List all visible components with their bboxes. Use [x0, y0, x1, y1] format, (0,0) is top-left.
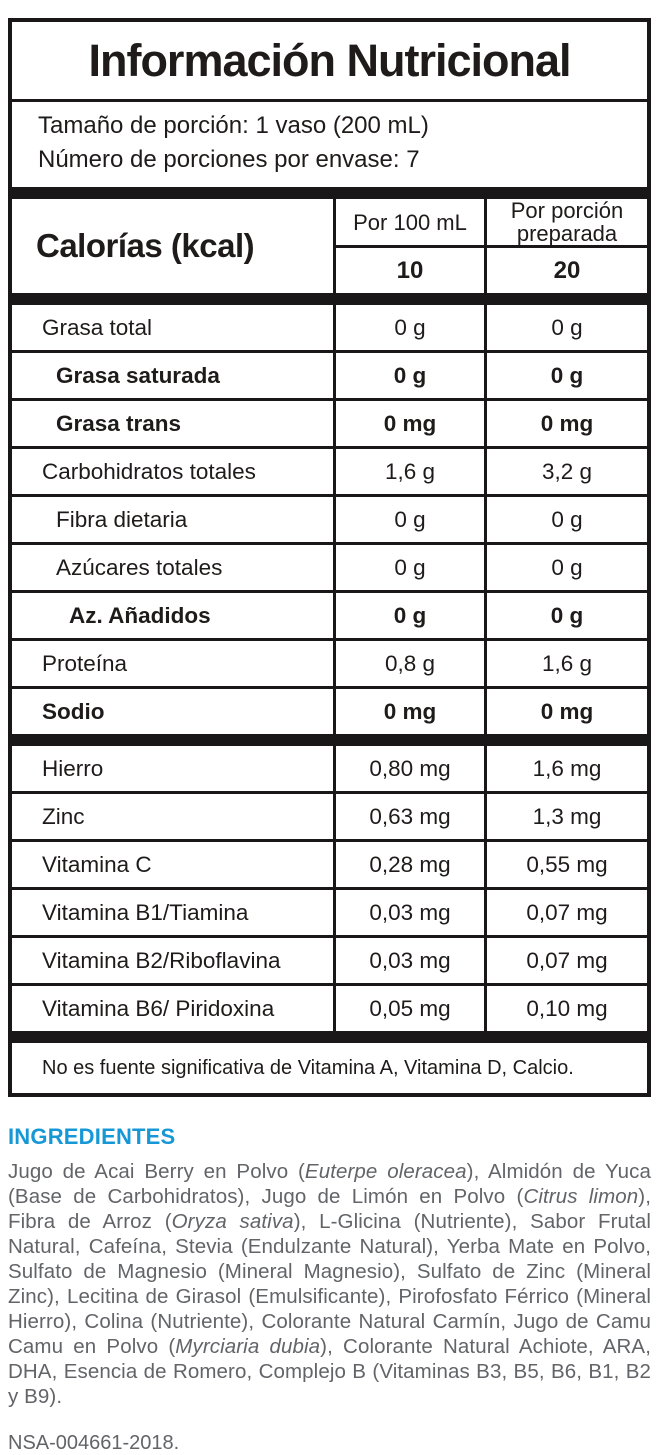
footnote: No es fuente significativa de Vitamina A…	[42, 1056, 574, 1079]
nutrient-name: Az. Añadidos	[69, 602, 211, 628]
nutrient-row: Carbohidratos totales 1,6 g 3,2 g	[12, 449, 647, 497]
value-per-serving: 0 mg	[484, 689, 647, 734]
ingredients-heading: INGREDIENTES	[8, 1124, 176, 1149]
nutrient-row: Sodio 0 mg 0 mg	[12, 689, 647, 734]
calories-per-serving: 20	[484, 248, 647, 293]
value-per-serving: 1,3 mg	[484, 794, 647, 839]
calories-per-100ml: 10	[333, 248, 484, 293]
nutrient-name: Grasa saturada	[56, 362, 220, 388]
value-per-100ml: 0 g	[333, 305, 484, 350]
value-per-100ml: 0,80 mg	[333, 746, 484, 791]
ingredient-scientific-name: Myrciaria dubia	[175, 1335, 321, 1358]
ingredient-text-segment: Jugo de Acai Berry en Polvo (	[8, 1160, 305, 1183]
ingredient-text-segment: ), L-Glicina (Nutriente), Sabor Frutal N…	[8, 1210, 651, 1358]
value-per-serving: 0 g	[484, 353, 647, 398]
value-per-serving: 0 g	[484, 497, 647, 542]
nutrient-name: Carbohidratos totales	[42, 458, 256, 484]
value-per-100ml: 0,63 mg	[333, 794, 484, 839]
value-per-100ml: 1,6 g	[333, 449, 484, 494]
nutrient-row: Vitamina B1/Tiamina 0,03 mg 0,07 mg	[12, 890, 647, 938]
value-per-100ml: 0,8 g	[333, 641, 484, 686]
ingredient-scientific-name: Citrus limon	[523, 1185, 639, 1208]
ingredients-section: INGREDIENTES Jugo de Acai Berry en Polvo…	[8, 1124, 651, 1455]
nutrient-row: Vitamina B2/Riboflavina 0,03 mg 0,07 mg	[12, 938, 647, 986]
micronutrient-rows: Hierro 0,80 mg 1,6 mg Zinc 0,63 mg 1,3 mg Vita…	[12, 746, 647, 1031]
value-per-100ml: 0,03 mg	[333, 890, 484, 935]
value-per-serving: 0,10 mg	[484, 986, 647, 1031]
column-header-per-serving: Por porción preparada	[484, 199, 647, 248]
thick-divider	[12, 734, 647, 746]
nutrient-row: Grasa trans 0 mg 0 mg	[12, 401, 647, 449]
ingredient-scientific-name: Oryza sativa	[171, 1210, 294, 1233]
value-per-serving: 3,2 g	[484, 449, 647, 494]
nutrient-name: Zinc	[42, 803, 85, 829]
nutrient-row: Zinc 0,63 mg 1,3 mg	[12, 794, 647, 842]
value-per-100ml: 0 g	[333, 353, 484, 398]
nutrient-name: Grasa trans	[56, 410, 182, 436]
panel-title: Información Nutricional	[12, 22, 647, 102]
nutrient-name: Proteína	[42, 650, 128, 676]
nutrient-name: Fibra dietaria	[56, 506, 188, 532]
column-header-per-100ml: Por 100 mL	[333, 199, 484, 248]
nutrient-row: Proteína 0,8 g 1,6 g	[12, 641, 647, 689]
nutrient-row: Hierro 0,80 mg 1,6 mg	[12, 746, 647, 794]
registration-number: NSA-004661-2018.	[8, 1432, 180, 1454]
ingredients-text: Jugo de Acai Berry en Polvo (Euterpe ole…	[8, 1159, 651, 1409]
value-per-serving: 0,55 mg	[484, 842, 647, 887]
calories-label: Calorías (kcal)	[36, 227, 255, 264]
value-per-100ml: 0 g	[333, 593, 484, 638]
nutrient-name: Vitamina C	[42, 851, 152, 877]
value-per-100ml: 0 mg	[333, 689, 484, 734]
nutrient-row: Vitamina B6/ Piridoxina 0,05 mg 0,10 mg	[12, 986, 647, 1031]
ingredient-text-segment: ), Almidón de Yuca (Base de Carbohidrato…	[8, 1160, 651, 1208]
value-per-serving: 0,07 mg	[484, 938, 647, 983]
nutrient-name: Vitamina B2/Riboflavina	[42, 947, 281, 973]
value-per-serving: 0 mg	[484, 401, 647, 446]
nutrient-name: Hierro	[42, 755, 104, 781]
nutrient-name: Azúcares totales	[56, 554, 223, 580]
thick-divider	[12, 1031, 647, 1043]
value-per-serving: 1,6 g	[484, 641, 647, 686]
serving-size: Tamaño de porción: 1 vaso (200 mL)	[38, 112, 429, 139]
ingredient-text-segment: ), Fibra de Arroz (	[8, 1185, 652, 1233]
serving-info: Tamaño de porción: 1 vaso (200 mL) Númer…	[12, 102, 647, 187]
value-per-serving: 0 g	[484, 593, 647, 638]
ingredient-scientific-name: Euterpe oleracea	[304, 1160, 467, 1183]
value-per-100ml: 0,28 mg	[333, 842, 484, 887]
ingredient-text-segment: ), Colorante Natural Achiote, ARA, DHA, …	[8, 1335, 651, 1408]
nutrition-facts-panel: Información Nutricional Tamaño de porció…	[8, 18, 651, 1097]
value-per-serving: 0,07 mg	[484, 890, 647, 935]
nutrient-name: Grasa total	[42, 314, 153, 340]
value-per-100ml: 0,03 mg	[333, 938, 484, 983]
nutrient-name: Vitamina B6/ Piridoxina	[42, 995, 275, 1021]
value-per-100ml: 0 g	[333, 497, 484, 542]
nutrient-row: Vitamina C 0,28 mg 0,55 mg	[12, 842, 647, 890]
value-per-100ml: 0 mg	[333, 401, 484, 446]
value-per-serving: 1,6 mg	[484, 746, 647, 791]
calories-section: Calorías (kcal) Por 100 mL Por porción p…	[12, 199, 647, 293]
nutrient-name: Sodio	[42, 698, 105, 724]
nutrient-name: Vitamina B1/Tiamina	[42, 899, 249, 925]
value-per-serving: 0 g	[484, 305, 647, 350]
value-per-serving: 0 g	[484, 545, 647, 590]
value-per-100ml: 0 g	[333, 545, 484, 590]
thick-divider	[12, 187, 647, 199]
value-per-100ml: 0,05 mg	[333, 986, 484, 1031]
servings-per-container: Número de porciones por envase: 7	[38, 146, 420, 173]
thick-divider	[12, 293, 647, 305]
